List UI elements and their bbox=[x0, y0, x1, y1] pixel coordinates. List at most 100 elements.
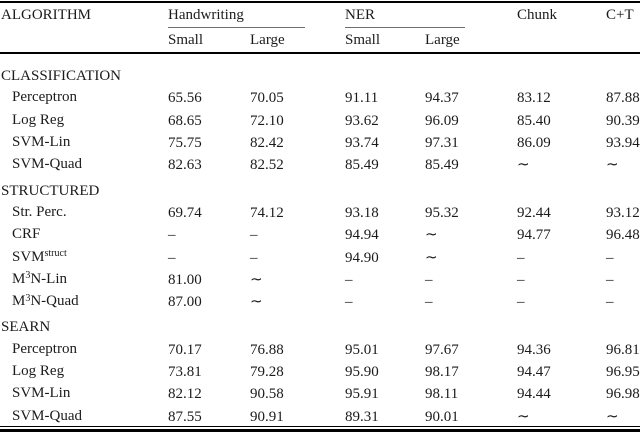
value-cell: – bbox=[517, 271, 525, 288]
table-row: SVM-Lin 75.75 82.42 93.74 97.31 86.09 93.94 bbox=[0, 132, 640, 154]
value-cell: 97.67 bbox=[425, 341, 459, 358]
row-label-pre: M bbox=[12, 293, 26, 310]
value-cell: 81.00 bbox=[168, 271, 202, 288]
value-cell: 94.94 bbox=[345, 227, 379, 244]
value-cell: 95.90 bbox=[345, 364, 379, 380]
value-cell: 90.01 bbox=[425, 408, 459, 425]
handwriting-underline bbox=[168, 27, 305, 28]
row-label-pre: SVM bbox=[12, 248, 45, 265]
value-cell: ∼ bbox=[250, 294, 263, 311]
value-cell: 65.56 bbox=[168, 90, 202, 107]
value-cell: ∼ bbox=[606, 408, 619, 425]
value-cell: 83.12 bbox=[517, 90, 551, 107]
value-cell: – bbox=[250, 249, 258, 266]
table-row: M3N-Lin 81.00 ∼ – – – – bbox=[0, 269, 640, 291]
group-header-handwriting-label: Handwriting bbox=[168, 7, 244, 23]
header-row-groups: ALGORITHM Handwriting NER Chunk C+T bbox=[0, 3, 640, 28]
column-header-algorithm: ALGORITHM bbox=[1, 7, 91, 23]
row-label-pre: CRF bbox=[12, 226, 41, 243]
value-cell: – bbox=[606, 249, 614, 266]
value-cell: 85.49 bbox=[345, 157, 379, 174]
value-cell: 96.48 bbox=[606, 227, 640, 244]
value-cell: – bbox=[425, 294, 433, 311]
value-cell: ∼ bbox=[250, 271, 263, 288]
header-rule bbox=[0, 52, 640, 54]
row-label: Str. Perc. bbox=[0, 202, 168, 224]
value-cell: 96.81 bbox=[606, 341, 640, 358]
row-label-sup: struct bbox=[44, 248, 67, 260]
value-cell: 93.12 bbox=[606, 204, 640, 221]
value-cell: 85.40 bbox=[517, 112, 551, 129]
value-cell: ∼ bbox=[606, 157, 619, 174]
value-cell: 93.18 bbox=[345, 204, 379, 221]
ner-underline bbox=[345, 27, 465, 28]
row-label-pre: SVM-Quad bbox=[12, 407, 82, 424]
row-label: M3N-Quad bbox=[0, 291, 168, 313]
value-cell: 96.95 bbox=[606, 364, 640, 380]
value-cell: – bbox=[168, 249, 176, 266]
row-label-pre: M bbox=[12, 270, 26, 287]
value-cell: 87.55 bbox=[168, 408, 202, 425]
value-cell: ∼ bbox=[517, 157, 530, 174]
row-label: Log Reg bbox=[0, 110, 168, 132]
value-cell: 82.42 bbox=[250, 135, 284, 152]
value-cell: 95.01 bbox=[345, 341, 379, 358]
value-cell: – bbox=[517, 294, 525, 311]
value-cell: 93.94 bbox=[606, 135, 640, 152]
value-cell: 91.11 bbox=[345, 90, 379, 107]
value-cell: 68.65 bbox=[168, 112, 202, 129]
table-row: M3N-Quad 87.00 ∼ – – – – bbox=[0, 291, 640, 313]
value-cell: 98.11 bbox=[425, 386, 459, 403]
section-header: SEARN bbox=[0, 316, 640, 338]
group-header-handwriting: Handwriting bbox=[168, 6, 345, 28]
value-cell: – bbox=[345, 294, 353, 311]
row-label: CRF bbox=[0, 224, 168, 246]
table-row: SVMstruct – –94.90 ∼ – – bbox=[0, 246, 640, 268]
row-label: SVM-Quad bbox=[0, 406, 168, 428]
value-cell: – bbox=[517, 249, 525, 266]
value-cell: – bbox=[345, 271, 353, 288]
value-cell: 90.58 bbox=[250, 386, 284, 403]
value-cell: 85.49 bbox=[425, 157, 459, 174]
row-label-pre: SVM-Quad bbox=[12, 156, 82, 173]
value-cell: 93.62 bbox=[345, 112, 379, 129]
row-label-post: N-Quad bbox=[30, 293, 79, 310]
table-row: SVM-Quad 82.63 82.52 85.49 85.49 ∼ ∼ bbox=[0, 154, 640, 176]
table-row: SVM-Lin 82.12 90.58 95.91 98.11 94.44 96.98 bbox=[0, 383, 640, 405]
value-cell: 87.00 bbox=[168, 294, 202, 311]
value-cell: 82.63 bbox=[168, 157, 202, 174]
value-cell: 70.05 bbox=[250, 90, 284, 107]
value-cell: 98.17 bbox=[425, 364, 459, 380]
value-cell: 86.09 bbox=[517, 135, 551, 152]
table-row: Log Reg 68.65 72.10 93.62 96.09 85.40 90.39 bbox=[0, 110, 640, 132]
row-label-pre: Str. Perc. bbox=[12, 203, 67, 220]
value-cell: 95.32 bbox=[425, 204, 459, 221]
value-cell: 94.90 bbox=[345, 249, 379, 266]
table-body: CLASSIFICATION Perceptron 65.56 70.05 91.11 9… bbox=[0, 54, 640, 428]
row-label-pre: Log Reg bbox=[12, 363, 65, 379]
row-label: SVM-Quad bbox=[0, 154, 168, 176]
subcolumn-header-ner-large: Large bbox=[425, 32, 460, 48]
value-cell: ∼ bbox=[425, 249, 438, 266]
row-label-sup: 3 bbox=[25, 292, 31, 304]
value-cell: 94.47 bbox=[517, 364, 551, 380]
value-cell: 96.98 bbox=[606, 386, 640, 403]
value-cell: – bbox=[606, 294, 614, 311]
value-cell: 97.31 bbox=[425, 135, 459, 152]
row-label: SVMstruct bbox=[0, 247, 168, 269]
value-cell: 90.39 bbox=[606, 112, 640, 129]
table-row: Str. Perc. 69.74 74.12 93.18 95.32 92.44 93.12 bbox=[0, 202, 640, 224]
value-cell: 79.28 bbox=[250, 364, 284, 380]
section-header: CLASSIFICATION bbox=[0, 65, 640, 87]
value-cell: 76.88 bbox=[250, 341, 284, 358]
section-header: STRUCTURED bbox=[0, 179, 640, 201]
header-row-subcolumns: Small Large Small Large bbox=[0, 28, 640, 52]
value-cell: 75.75 bbox=[168, 135, 202, 152]
bottom-rule-thin bbox=[0, 426, 640, 427]
value-cell: 73.81 bbox=[168, 364, 202, 380]
value-cell: ∼ bbox=[517, 408, 530, 425]
row-label: Perceptron bbox=[0, 87, 168, 109]
table-row: Perceptron 70.17 76.88 95.01 97.67 94.36 96.81 bbox=[0, 339, 640, 361]
value-cell: 92.44 bbox=[517, 204, 551, 221]
